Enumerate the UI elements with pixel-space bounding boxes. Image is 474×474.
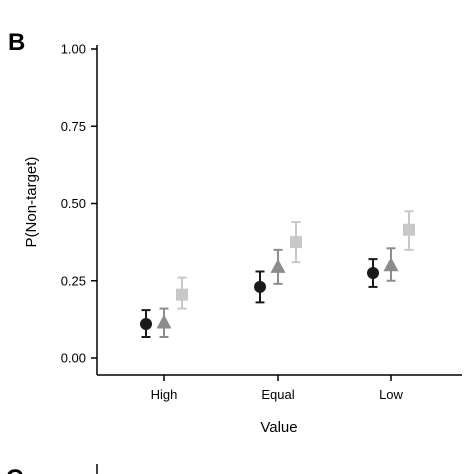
data-point-circle (140, 309, 152, 338)
x-tick-label: High (151, 387, 178, 402)
marker-square (403, 223, 415, 236)
y-ticks: 0.00 0.25 0.50 0.75 1.00 (61, 42, 97, 366)
y-tick-label: 0.75 (61, 119, 86, 134)
y-tick-label: 0.25 (61, 273, 86, 288)
x-ticks: High Equal Low (151, 375, 404, 402)
marker-square (290, 236, 302, 249)
data-point-circle (367, 258, 379, 288)
marker-circle (254, 280, 266, 293)
y-tick-label: 0.50 (61, 196, 86, 211)
data-point-square (290, 221, 302, 264)
x-tick-label: Equal (261, 387, 294, 402)
data-point-triangle (270, 248, 286, 285)
marker-triangle (156, 314, 172, 329)
data-point-triangle (383, 247, 399, 282)
x-axis-title: Value (260, 419, 297, 436)
marker-square (176, 288, 188, 301)
x-tick-label: Low (379, 387, 403, 402)
marker-triangle (383, 257, 399, 272)
y-tick-label: 0.00 (61, 351, 86, 366)
marker-triangle (270, 258, 286, 273)
marker-circle (367, 267, 379, 280)
data-point-circle (254, 270, 266, 304)
marker-circle (140, 318, 152, 331)
y-tick-label: 1.00 (61, 42, 86, 57)
data-point-square (403, 210, 415, 251)
panel-label: B (8, 29, 25, 56)
data-marks (140, 210, 415, 338)
data-point-square (176, 276, 188, 310)
y-axis-title: P(Non-target) (23, 157, 40, 248)
data-point-triangle (156, 307, 172, 338)
next-panel-label: C (6, 465, 23, 474)
